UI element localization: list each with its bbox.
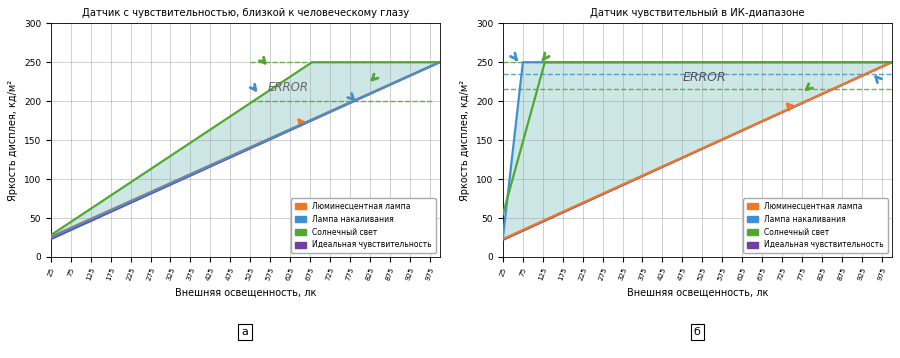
Legend: Люминесцентная лампа, Лампа накаливания, Солнечный свет, Идеальная чувствительно: Люминесцентная лампа, Лампа накаливания,… — [743, 198, 887, 253]
Title: Датчик чувствительный в ИК-диапазоне: Датчик чувствительный в ИК-диапазоне — [590, 8, 805, 18]
Polygon shape — [503, 62, 892, 240]
Text: б: б — [694, 327, 701, 337]
Text: а: а — [242, 327, 248, 337]
Text: ERROR: ERROR — [267, 81, 309, 94]
Y-axis label: Яркость дисплея, кд/м²: Яркость дисплея, кд/м² — [8, 79, 18, 201]
Title: Датчик с чувствительностью, близкой к человеческому глазу: Датчик с чувствительностью, близкой к че… — [82, 8, 409, 18]
Legend: Люминесцентная лампа, Лампа накаливания, Солнечный свет, Идеальная чувствительно: Люминесцентная лампа, Лампа накаливания,… — [291, 198, 436, 253]
X-axis label: Внешняя освещенность, лк: Внешняя освещенность, лк — [175, 287, 316, 297]
Polygon shape — [51, 62, 439, 239]
Text: ERROR: ERROR — [682, 71, 726, 84]
X-axis label: Внешняя освещенность, лк: Внешняя освещенность, лк — [626, 287, 768, 297]
Y-axis label: Яркость дисплея, кд/м²: Яркость дисплея, кд/м² — [461, 79, 471, 201]
